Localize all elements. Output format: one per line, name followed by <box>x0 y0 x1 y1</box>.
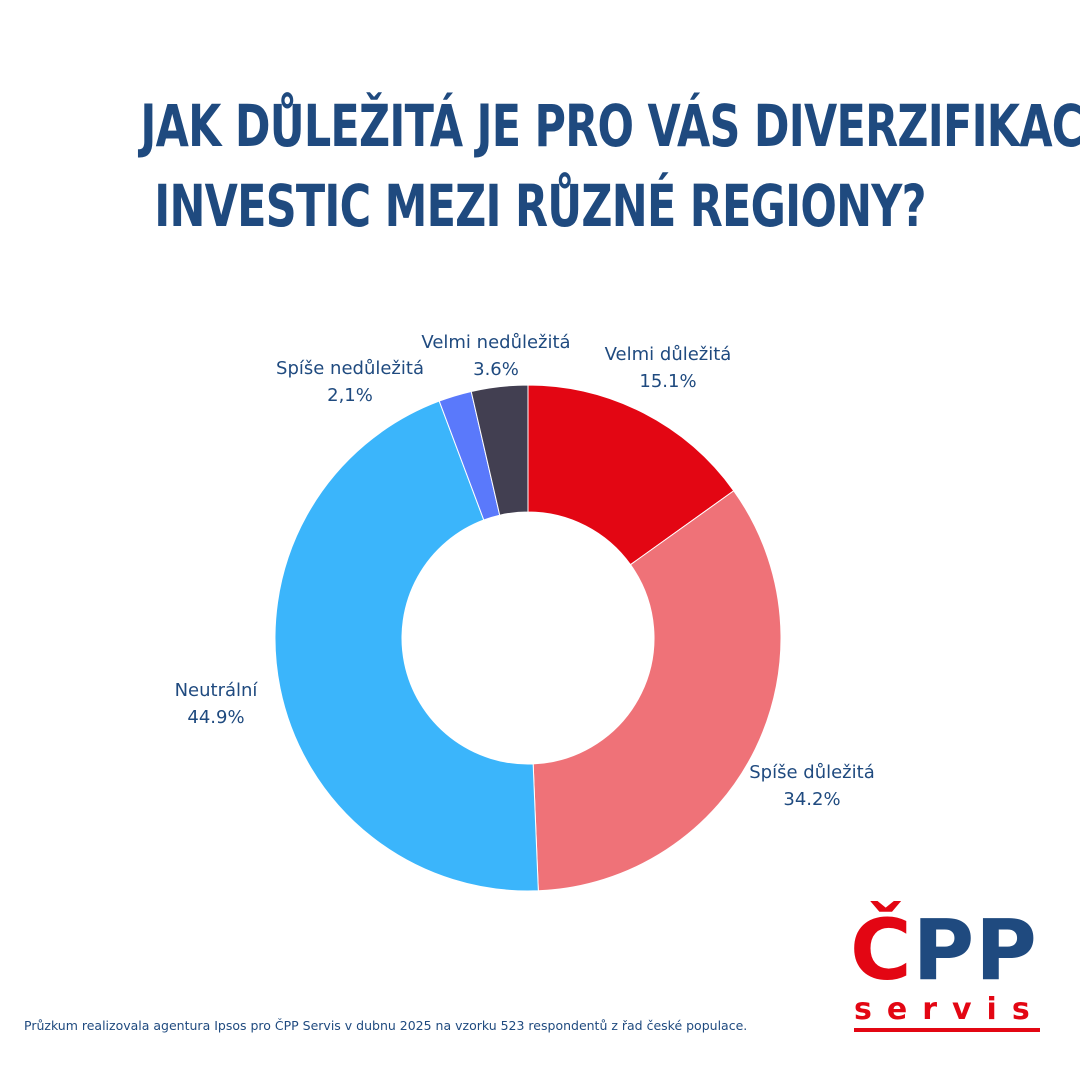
slice-value-3: 44.9% <box>187 707 244 728</box>
source-note: Průzkum realizovala agentura Ipsos pro Č… <box>24 1018 748 1033</box>
chart-title: JAK DŮLEŽITÁ JE PRO VÁS DIVERZIFIKACE IN… <box>140 86 1080 246</box>
logo-underline <box>854 1028 1040 1032</box>
cpp-servis-logo: ČPP servis <box>850 900 1050 1040</box>
logo-letter-c: Č <box>850 901 913 999</box>
chart-title-line-1: JAK DŮLEŽITÁ JE PRO VÁS DIVERZIFIKACE <box>140 92 1080 160</box>
donut-slice-5 <box>470 384 529 516</box>
slice-label-5: Velmi nedůležitá <box>421 332 570 353</box>
logo-cpp-wordmark: ČPP <box>850 900 1038 1000</box>
donut-slice-1 <box>527 384 735 566</box>
donut-labels: Velmi důležitá 15.1% Spíše důležitá 34.2% Ne… <box>175 332 875 810</box>
chart-title-line-2: INVESTIC MEZI RŮZNÉ REGIONY? <box>154 172 926 240</box>
logo-letters-pp: PP <box>912 901 1038 999</box>
slice-value-1: 15.1% <box>639 371 696 392</box>
donut-slices <box>274 384 782 892</box>
slice-label-3: Neutrální <box>175 680 259 701</box>
slice-value-2: 34.2% <box>783 789 840 810</box>
slice-label-4: Spíše nedůležitá <box>276 358 424 379</box>
logo-servis-wordmark: servis <box>854 992 1045 1027</box>
donut-slice-3 <box>274 400 539 892</box>
slice-label-2: Spíše důležitá <box>749 762 874 783</box>
slice-value-5: 3.6% <box>473 359 519 380</box>
donut-slice-2 <box>532 490 782 892</box>
slice-value-4: 2,1% <box>327 385 373 406</box>
slice-label-1: Velmi důležitá <box>605 344 732 365</box>
